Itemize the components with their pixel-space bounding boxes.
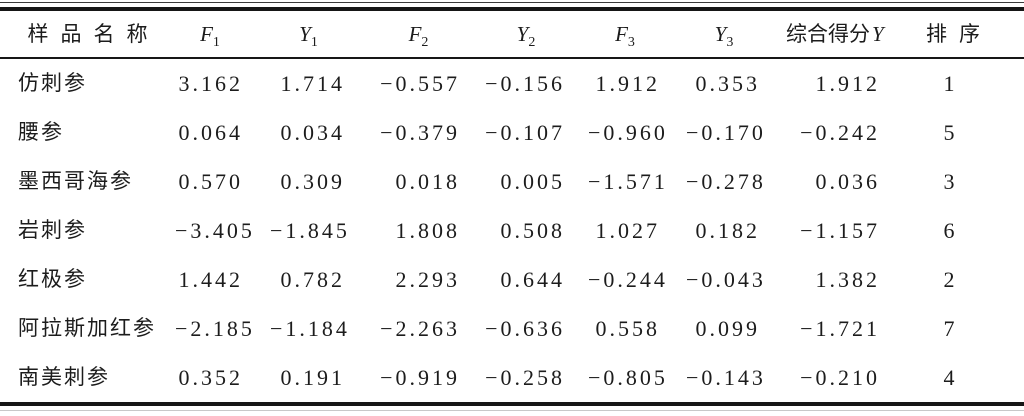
table-row: 仿刺参 3.162 1.714 −0.557 −0.156 1.912 0.35… bbox=[0, 58, 1024, 108]
table-top-thin-rule bbox=[0, 2, 1024, 3]
value-cell-f1: −3.405 bbox=[175, 217, 255, 243]
f2-var: F bbox=[408, 21, 422, 46]
value-cell-f3: 0.558 bbox=[595, 315, 660, 341]
value-cell-y2: 0.508 bbox=[500, 217, 565, 243]
value-cell-y3: 0.182 bbox=[695, 217, 760, 243]
scan-artifact-line bbox=[0, 410, 1024, 411]
y1-var: Y bbox=[299, 21, 311, 46]
y3-sub: 3 bbox=[726, 34, 734, 50]
y3-var: Y bbox=[714, 21, 727, 46]
value-cell-f2: 2.293 bbox=[395, 266, 460, 292]
value-cell-f1: 0.570 bbox=[178, 168, 243, 194]
value-cell-f1: 0.064 bbox=[178, 119, 243, 145]
value-cell-score: −1.157 bbox=[800, 217, 880, 243]
y2-var: Y bbox=[516, 21, 529, 46]
f3-sub: 3 bbox=[627, 34, 635, 50]
f2-sub: 2 bbox=[421, 34, 429, 50]
value-cell-f1: 0.352 bbox=[178, 364, 243, 390]
value-cell-f2: −0.557 bbox=[380, 70, 460, 96]
rank-cell: 3 bbox=[943, 168, 955, 194]
header-y3: Y3 bbox=[686, 9, 786, 59]
rank-cell: 6 bbox=[943, 217, 955, 243]
value-cell-y2: 0.005 bbox=[500, 168, 565, 194]
value-cell-f2: 0.018 bbox=[395, 168, 460, 194]
rank-cell: 7 bbox=[943, 315, 955, 341]
value-cell-y2: −0.107 bbox=[485, 119, 565, 145]
rank-cell: 5 bbox=[943, 119, 955, 145]
header-composite-score: 综合得分Y bbox=[786, 9, 914, 59]
sample-name-cell: 岩刺参 bbox=[18, 218, 87, 242]
header-f3: F3 bbox=[588, 9, 686, 59]
header-sample-name: 样品名称 bbox=[0, 9, 175, 59]
value-cell-y3: −0.043 bbox=[686, 266, 766, 292]
value-cell-y3: 0.099 bbox=[695, 315, 760, 341]
value-cell-f2: −0.379 bbox=[380, 119, 460, 145]
table-row: 阿拉斯加红参 −2.185 −1.184 −2.263 −0.636 0.558… bbox=[0, 304, 1024, 353]
value-cell-y1: 0.309 bbox=[280, 168, 345, 194]
factor-score-table: 样品名称 F1 Y1 F2 Y2 F3 Y3 综合得分Y 排序 仿刺参 3.16… bbox=[0, 7, 1024, 406]
value-cell-y3: −0.143 bbox=[686, 364, 766, 390]
sample-name-cell: 墨西哥海参 bbox=[18, 169, 133, 193]
rank-cell: 4 bbox=[943, 364, 955, 390]
value-cell-y2: −0.258 bbox=[485, 364, 565, 390]
value-cell-f3: 1.912 bbox=[595, 70, 660, 96]
f3-var: F bbox=[615, 21, 628, 46]
value-cell-f2: −0.919 bbox=[380, 364, 460, 390]
value-cell-score: −0.242 bbox=[800, 119, 880, 145]
table-row: 墨西哥海参 0.570 0.309 0.018 0.005 −1.571 −0.… bbox=[0, 157, 1024, 206]
value-cell-f1: 1.442 bbox=[178, 266, 243, 292]
value-cell-y2: −0.636 bbox=[485, 315, 565, 341]
value-cell-y1: −1.184 bbox=[270, 315, 350, 341]
sample-name-cell: 红极参 bbox=[18, 267, 87, 291]
score-var: Y bbox=[872, 21, 884, 46]
value-cell-y1: 0.034 bbox=[280, 119, 345, 145]
value-cell-y3: 0.353 bbox=[695, 70, 760, 96]
rank-cell: 1 bbox=[943, 70, 955, 96]
sample-name-cell: 仿刺参 bbox=[18, 71, 87, 95]
value-cell-f3: −1.571 bbox=[588, 168, 668, 194]
value-cell-y1: 0.782 bbox=[280, 266, 345, 292]
y1-sub: 1 bbox=[310, 34, 318, 50]
value-cell-f3: 1.027 bbox=[595, 217, 660, 243]
value-cell-y2: 0.644 bbox=[500, 266, 565, 292]
value-cell-y1: −1.845 bbox=[270, 217, 350, 243]
value-cell-y2: −0.156 bbox=[485, 70, 565, 96]
value-cell-f2: −2.263 bbox=[380, 315, 460, 341]
sample-name-cell: 南美刺参 bbox=[18, 365, 110, 389]
table-row: 红极参 1.442 0.782 2.293 0.644 −0.244 −0.04… bbox=[0, 255, 1024, 304]
header-rank: 排序 bbox=[914, 9, 1024, 59]
header-f2: F2 bbox=[375, 9, 485, 59]
header-y2: Y2 bbox=[485, 9, 588, 59]
f1-var: F bbox=[200, 21, 213, 46]
value-cell-score: 0.036 bbox=[815, 168, 880, 194]
header-f1: F1 bbox=[175, 9, 270, 59]
table-row: 岩刺参 −3.405 −1.845 1.808 0.508 1.027 0.18… bbox=[0, 206, 1024, 255]
value-cell-score: −0.210 bbox=[800, 364, 880, 390]
value-cell-score: −1.721 bbox=[800, 315, 880, 341]
y2-sub: 2 bbox=[528, 34, 536, 50]
header-y1: Y1 bbox=[270, 9, 375, 59]
value-cell-y3: −0.170 bbox=[686, 119, 766, 145]
value-cell-y1: 0.191 bbox=[280, 364, 345, 390]
header-row: 样品名称 F1 Y1 F2 Y2 F3 Y3 综合得分Y 排序 bbox=[0, 9, 1024, 59]
value-cell-f3: −0.960 bbox=[588, 119, 668, 145]
f1-sub: 1 bbox=[212, 34, 220, 50]
score-label: 综合得分 bbox=[786, 21, 870, 46]
value-cell-y1: 1.714 bbox=[280, 70, 345, 96]
value-cell-f3: −0.805 bbox=[588, 364, 668, 390]
value-cell-score: 1.912 bbox=[815, 70, 880, 96]
value-cell-f1: 3.162 bbox=[178, 70, 243, 96]
sample-name-cell: 腰参 bbox=[18, 120, 64, 144]
table-row: 腰参 0.064 0.034 −0.379 −0.107 −0.960 −0.1… bbox=[0, 108, 1024, 157]
value-cell-y3: −0.278 bbox=[686, 168, 766, 194]
sample-name-cell: 阿拉斯加红参 bbox=[18, 316, 156, 340]
value-cell-score: 1.382 bbox=[815, 266, 880, 292]
value-cell-f1: −2.185 bbox=[175, 315, 255, 341]
rank-cell: 2 bbox=[943, 266, 955, 292]
value-cell-f2: 1.808 bbox=[395, 217, 460, 243]
table-row: 南美刺参 0.352 0.191 −0.919 −0.258 −0.805 −0… bbox=[0, 353, 1024, 404]
value-cell-f3: −0.244 bbox=[588, 266, 668, 292]
